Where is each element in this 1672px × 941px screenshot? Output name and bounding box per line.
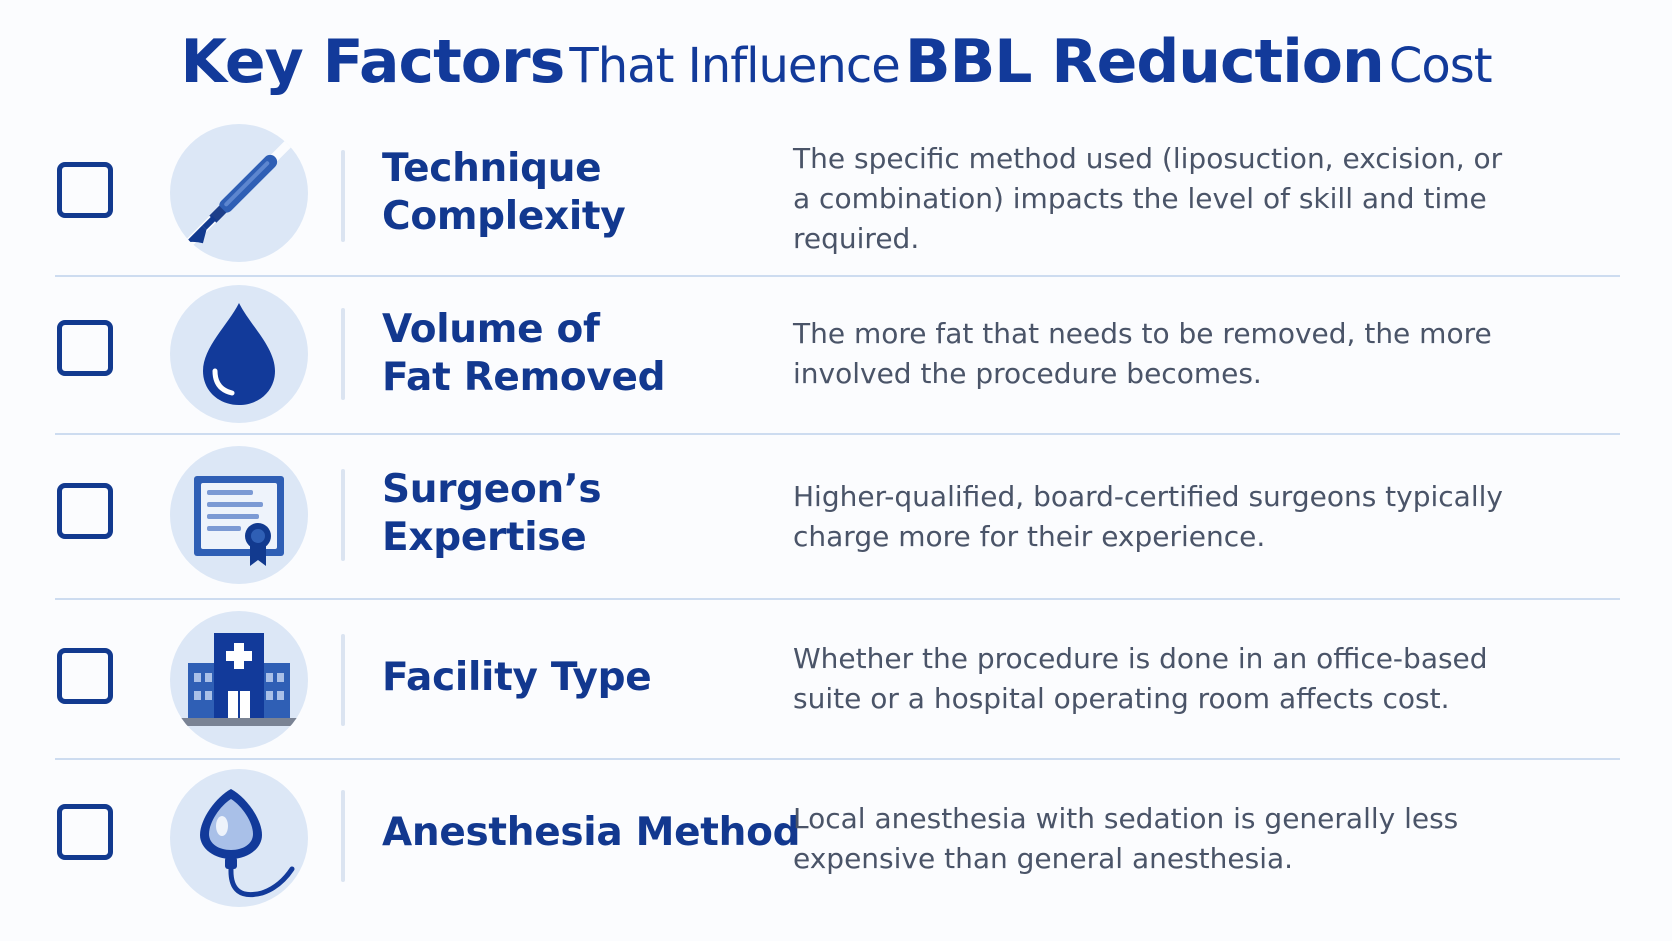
factor-description: Whether the procedure is done in an offi… xyxy=(793,642,1488,715)
scalpel-icon xyxy=(170,124,308,262)
factor-heading: Anesthesia Method xyxy=(382,810,801,855)
checkbox-technique[interactable] xyxy=(57,162,113,218)
title-part-key-factors: Key Factors xyxy=(180,27,565,97)
title-part-that-influence: That Influence xyxy=(569,38,900,94)
factor-description: Higher-qualified, board-certified surgeo… xyxy=(793,480,1503,553)
row-separator-bar xyxy=(341,634,345,726)
row-divider xyxy=(55,598,1620,600)
row-divider xyxy=(55,275,1620,277)
factor-heading: Surgeon’s Expertise xyxy=(382,467,602,560)
anesthesia-mask-icon xyxy=(170,769,308,907)
factor-description: The more fat that needs to be removed, t… xyxy=(793,317,1492,390)
page-title: Key Factors That Influence BBL Reduction… xyxy=(0,22,1672,117)
checkbox-facility[interactable] xyxy=(57,648,113,704)
checkbox-volume[interactable] xyxy=(57,320,113,376)
row-separator-bar xyxy=(341,469,345,561)
row-divider xyxy=(55,758,1620,760)
title-part-bbl-reduction: BBL Reduction xyxy=(904,27,1385,97)
factor-heading: Volume of Fat Removed xyxy=(382,307,666,400)
factor-heading: Technique Complexity xyxy=(382,146,626,239)
checkbox-expertise[interactable] xyxy=(57,483,113,539)
certificate-icon xyxy=(170,446,308,584)
row-divider xyxy=(55,433,1620,435)
row-separator-bar xyxy=(341,790,345,882)
factor-description: Local anesthesia with sedation is genera… xyxy=(793,802,1459,875)
checkbox-anesthesia[interactable] xyxy=(57,804,113,860)
row-separator-bar xyxy=(341,308,345,400)
factor-heading: Facility Type xyxy=(382,655,652,700)
hospital-icon xyxy=(170,611,308,749)
row-separator-bar xyxy=(341,150,345,242)
title-part-cost: Cost xyxy=(1388,38,1493,94)
factor-description: The specific method used (liposuction, e… xyxy=(793,142,1503,255)
droplet-icon xyxy=(170,285,308,423)
